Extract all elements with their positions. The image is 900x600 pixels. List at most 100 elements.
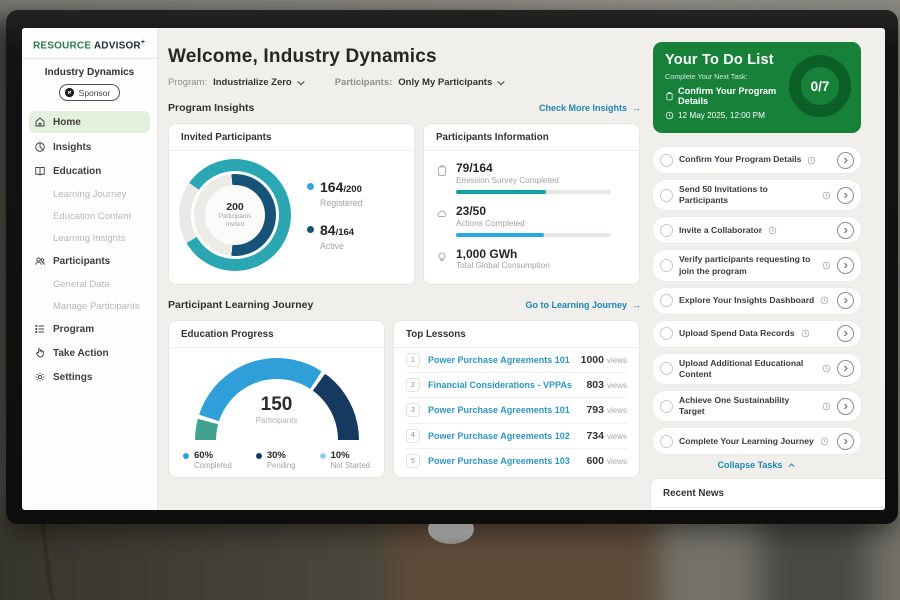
clock-icon [822,191,831,199]
take-action-icon [36,348,44,358]
todo-item[interactable]: Upload Spend Data Records [652,319,862,348]
todo-item[interactable]: Invite a Collaborator [652,216,862,245]
todo-item[interactable]: Send 50 Invitations to Participants [652,179,862,212]
todo-checkbox[interactable] [660,153,673,167]
sidebar-item-learning-journey[interactable]: Learning Journey [53,188,127,200]
donut-center-value: 200 [226,201,244,214]
sidebar-item-program[interactable]: Program [22,317,157,341]
todo-checkbox[interactable] [660,294,673,308]
donut-center-label: Participants Invited [218,213,252,228]
chevron-down-icon [297,80,305,85]
lesson-link[interactable]: Power Purchase Agreements 103 [428,456,570,467]
legend-dot [307,226,314,233]
sidebar-item-home[interactable]: Home [29,111,150,134]
sponsor-badge[interactable]: Sponsor [58,84,121,102]
rank-badge: 1 [406,353,420,368]
legend-item-completed: 60% Completed [183,450,232,470]
sidebar-item-education-content[interactable]: Education Content [53,210,132,222]
org-name: Industry Dynamics [44,67,135,79]
legend-dot [319,453,326,459]
clock-icon [822,365,831,373]
chevron-right-button[interactable] [837,397,854,415]
sidebar-item-insights[interactable]: Insights [22,135,157,159]
todo-checkbox[interactable] [660,434,673,448]
todo-item[interactable]: Achieve One Sustainability Target [652,390,862,423]
todo-item[interactable]: Confirm Your Program Details [652,146,862,174]
page-title: Welcome, Industry Dynamics [168,46,437,67]
chevron-right-button[interactable] [837,257,854,275]
todo-progress-value: 0/7 [810,78,830,94]
education-icon [35,167,45,176]
sidebar-item-education[interactable]: Education [22,159,157,183]
check-more-insights-link[interactable]: Check More Insights → [538,103,641,113]
todo-checkbox[interactable] [660,362,673,376]
info-row-consumption: 1,000 GWh Total Global Consumption [436,247,627,270]
participants-select[interactable]: Only My Participants [398,77,505,88]
todo-checkbox[interactable] [660,327,673,341]
home-icon [35,117,45,127]
card-title: Education Progress [169,321,384,348]
lesson-link[interactable]: Power Purchase Agreements 101 [428,405,570,416]
lesson-row: 4 Power Purchase Agreements 102 734 views [406,424,627,449]
chevron-right-button[interactable] [837,432,854,450]
rank-badge: 3 [406,403,420,418]
sponsor-icon [64,88,74,98]
divider [651,507,885,508]
divider [22,58,157,60]
legend-dot [255,453,262,459]
chevron-right-button[interactable] [837,151,854,169]
chevron-right-button[interactable] [837,186,854,204]
rank-badge: 2 [406,378,420,393]
sidebar-item-learning-insights[interactable]: Learning Insights [53,232,126,244]
program-filter-label: Program: [168,77,208,88]
todo-header-card: Your To Do List Complete Your Next Task:… [653,42,861,133]
info-row-emission-survey: 79/164 Emission Survey Completed [436,161,627,200]
todo-subtitle: Complete Your Next Task: [665,72,748,81]
legend-item-not-started: 10% Not Started [319,450,370,470]
todo-checkbox[interactable] [660,399,673,413]
lesson-row: 5 Power Purchase Agreements 103 600 views [406,449,627,474]
sidebar-item-settings[interactable]: Settings [22,365,157,389]
chevron-right-button[interactable] [837,360,854,378]
lesson-link[interactable]: Financial Considerations - VPPAs [428,380,572,391]
todo-item[interactable]: Explore Your Insights Dashboard [652,286,862,315]
chevron-right-button[interactable] [837,221,854,239]
insights-icon [35,142,45,153]
todo-checkbox[interactable] [660,188,673,202]
donut-legend: 164/200 Registered 84/164 Active [307,179,363,251]
legend-dot [307,183,314,190]
lesson-row: 2 Financial Considerations - VPPAs 803 vi… [406,373,627,399]
participants-information-card: Participants Information 79/164 Emission… [423,123,640,285]
cloud-icon [437,210,447,217]
clock-icon [821,296,829,305]
clock-icon [822,402,831,410]
sidebar-item-take-action[interactable]: Take Action [22,341,157,365]
sidebar-item-manage-participants[interactable]: Manage Participants [53,300,140,312]
dashboard-screen: RESOURCE ADVISOR+ Industry Dynamics Spon… [22,28,885,510]
program-select[interactable]: Industrialize Zero [213,77,305,88]
todo-checkbox[interactable] [660,259,673,273]
clock-icon [801,329,809,338]
sidebar: RESOURCE ADVISOR+ Industry Dynamics Spon… [22,28,158,510]
program-icon [35,325,44,334]
legend-item-active: 84/164 Active [307,222,363,251]
chevron-right-button[interactable] [837,292,854,310]
clock-icon [768,226,777,235]
chevron-right-button[interactable] [837,325,854,343]
sidebar-item-general-data[interactable]: General Data [53,278,110,290]
todo-item[interactable]: Verify participants requesting to join t… [652,249,862,282]
card-title: Participants Information [424,124,639,151]
todo-checkbox[interactable] [660,223,673,237]
clock-icon [820,437,829,446]
sidebar-item-participants[interactable]: Participants [22,249,157,273]
top-lessons-card: Top Lessons 1 Power Purchase Agreements … [393,320,640,478]
chevron-down-icon [497,80,505,85]
todo-item[interactable]: Upload Additional Educational Content [652,352,862,386]
invited-participants-card: Invited Participants 200 Participants In… [168,123,415,285]
lesson-link[interactable]: Power Purchase Agreements 102 [428,430,570,441]
collapse-tasks-link[interactable]: Collapse Tasks [648,460,866,470]
todo-item[interactable]: Complete Your Learning Journey [652,427,862,456]
go-to-learning-journey-link[interactable]: Go to Learning Journey → [525,300,641,310]
monitor-bezel: RESOURCE ADVISOR+ Industry Dynamics Spon… [6,10,898,524]
lesson-link[interactable]: Power Purchase Agreements 101 [428,355,570,366]
